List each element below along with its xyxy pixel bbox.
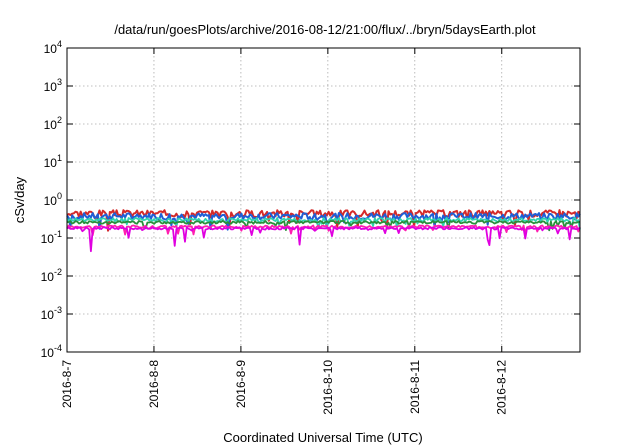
data-series	[66, 209, 581, 253]
y-tick-label: 10-4	[41, 343, 62, 360]
y-tick-label: 100	[44, 191, 62, 208]
y-tick-label: 102	[44, 115, 62, 132]
series-line-5	[66, 224, 581, 237]
series-line-3	[66, 216, 581, 231]
series-line-1	[66, 209, 581, 232]
y-tick-label: 10-1	[41, 229, 62, 246]
y-tick-label: 101	[44, 153, 62, 170]
y-tick-label: 103	[44, 77, 62, 94]
y-tick-label: 10-3	[41, 305, 62, 322]
x-tick-label: 2016-8-10	[321, 360, 335, 415]
grid-lines	[67, 48, 580, 352]
y-tick-label: 10-2	[41, 267, 62, 284]
series-line-4	[66, 219, 581, 232]
y-axis-label: cSv/day	[12, 176, 27, 223]
x-tick-label: 2016-8-8	[147, 360, 161, 408]
x-tick-label: 2016-8-9	[234, 360, 248, 408]
series-line-6	[66, 226, 581, 253]
chart-title: /data/run/goesPlots/archive/2016-08-12/2…	[114, 22, 536, 37]
x-tick-label: 2016-8-11	[408, 360, 422, 414]
x-axis: 2016-8-7 2016-8-8 2016-8-9 2016-8-10 2016-8-…	[60, 48, 509, 415]
x-axis-label: Coordinated Universal Time (UTC)	[223, 430, 422, 445]
y-tick-label: 104	[44, 39, 62, 56]
x-tick-label: 2016-8-7	[60, 360, 74, 408]
x-tick-label: 2016-8-12	[495, 360, 509, 415]
y-axis: 10-4 10-3 10-2 10-1 100 101 102 103 104	[41, 39, 580, 360]
